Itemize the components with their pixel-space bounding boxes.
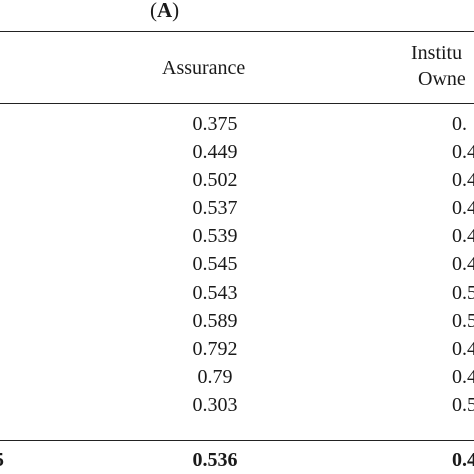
table-row: 0.543 0.5 [0,279,474,307]
column-header-institutional-line2: Owne [418,68,466,90]
table-row: 0.449 0.4 [0,138,474,166]
table-row: 0.539 0.4 [0,222,474,250]
table-body: 0.375 0. 0.449 0.4 0.502 0.4 0.537 0.4 0… [0,110,474,419]
assurance-cell: 0.375 [192,113,238,135]
panel-open-paren: ( [150,0,157,22]
column-header-institutional-line1: Institu [411,42,463,64]
table-row: 0.375 0. [0,110,474,138]
assurance-cell: 0.303 [192,393,238,416]
assurance-cell: 0.792 [192,337,238,360]
header-rule [0,103,474,104]
total-institutional-cell: 0.4 [452,449,474,471]
assurance-cell: 0.539 [192,225,238,248]
total-assurance-cell: 0.536 [192,449,238,471]
column-header-assurance: Assurance [162,57,246,79]
assurance-cell: 0.543 [192,281,238,304]
table-row: 0.303 0.5 [0,391,474,419]
total-row: 5 0.536 0.4 [0,446,474,474]
institutional-cell: 0.4 [452,365,474,388]
total-rule [0,440,474,441]
table-row: 0.792 0.4 [0,335,474,363]
institutional-cell: 0.4 [452,197,474,220]
institutional-cell: 0.5 [452,281,474,304]
assurance-cell: 0.449 [192,141,238,164]
table-row: 0.79 0.4 [0,363,474,391]
institutional-cell: 0.5 [452,393,474,416]
institutional-cell: 0. [452,113,467,135]
institutional-cell: 0.4 [452,169,474,192]
table-row: 0.545 0.4 [0,250,474,278]
total-label-fragment: 5 [0,446,4,474]
assurance-cell: 0.537 [192,197,238,220]
assurance-cell: 0.502 [192,169,238,192]
institutional-cell: 0.5 [452,309,474,332]
panel-label: (A) [150,0,179,23]
panel-letter: A [157,0,173,22]
table-row: 0.589 0.5 [0,307,474,335]
table-row: 0.537 0.4 [0,194,474,222]
institutional-cell: 0.4 [452,253,474,276]
institutional-cell: 0.4 [452,225,474,248]
panel-close-paren: ) [172,0,180,22]
assurance-cell: 0.545 [192,253,238,276]
assurance-cell: 0.79 [197,365,233,388]
top-rule [0,31,474,32]
table-row: 0.502 0.4 [0,166,474,194]
institutional-cell: 0.4 [452,337,474,360]
assurance-cell: 0.589 [192,309,238,332]
institutional-cell: 0.4 [452,141,474,164]
